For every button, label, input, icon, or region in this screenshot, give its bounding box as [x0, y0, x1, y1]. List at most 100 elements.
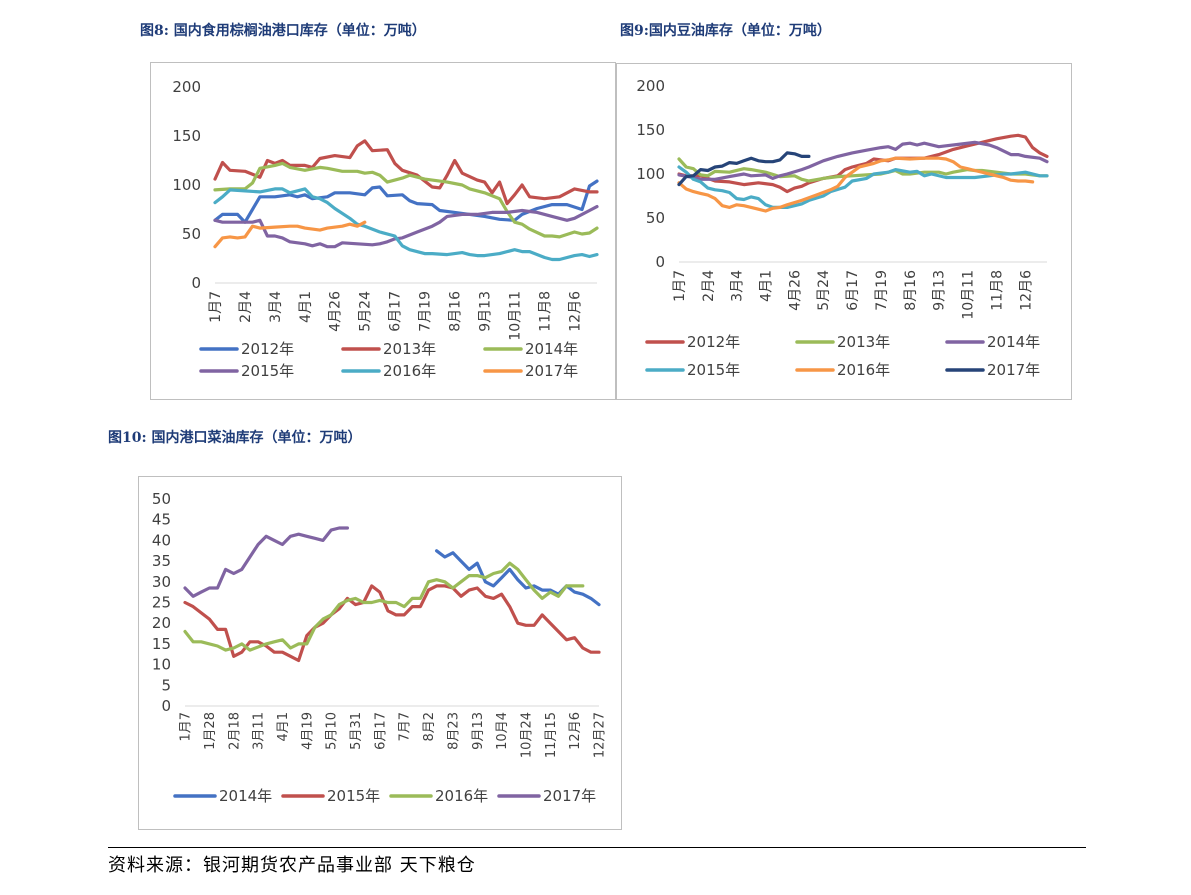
series-line-2016年 — [213, 187, 599, 262]
rapeseed-oil-chart: 0 5 10 15 20 25 30 35 40 45 50 1月7 1月28 2月18 3月11 4月1 4月… — [152, 490, 608, 805]
x-tick-label: 5月31 — [349, 712, 364, 750]
x-tick-label: 5月10 — [325, 712, 340, 750]
x-tick-label: 1月7 — [672, 270, 688, 302]
y-tick-label: 5 — [161, 676, 171, 694]
y-tick-label: 45 — [152, 511, 171, 529]
series-line-2017年 — [677, 151, 811, 187]
x-tick-label: 7月19 — [874, 270, 890, 311]
palm-oil-chart: 0 50 100 150 200 1月7 2月4 3月4 4月1 4月26 5月24 6月17 7月19… — [172, 78, 599, 380]
x-tick-label: 6月17 — [845, 270, 861, 311]
y-tick-label: 0 — [191, 274, 201, 292]
x-tick-label: 3月4 — [730, 270, 746, 302]
x-tick-label: 12月6 — [567, 291, 583, 332]
y-tick-label: 200 — [636, 77, 665, 95]
series-line-2016年 — [677, 156, 1035, 213]
palm-oil-chart-panel: 0 50 100 150 200 1月7 2月4 3月4 4月1 4月26 5月24 6月17 7月19… — [150, 62, 616, 400]
x-tick-label: 10月24 — [519, 712, 534, 758]
x-tick-label: 3月11 — [252, 712, 267, 750]
x-tick-label: 4月26 — [328, 291, 344, 332]
series-line-2015年 — [183, 584, 601, 663]
x-tick-label: 2月4 — [701, 270, 717, 302]
y-tick-label: 150 — [172, 127, 201, 145]
x-tick-label: 1月28 — [203, 712, 218, 750]
legend-label: 2014年 — [987, 333, 1040, 351]
y-tick-label: 50 — [182, 225, 201, 243]
x-tick-label: 2月4 — [238, 291, 254, 323]
legend-label: 2013年 — [383, 340, 436, 358]
series-line-2014年 — [677, 140, 1049, 181]
figure-10-title: 图10: 国内港口菜油库存（单位：万吨） — [108, 430, 362, 446]
y-tick-label: 150 — [636, 121, 665, 139]
x-tick-label: 1月7 — [179, 712, 194, 742]
x-tick-label: 6月17 — [388, 291, 404, 332]
x-tick-label: 9月13 — [478, 291, 494, 332]
x-tick-label: 4月26 — [787, 270, 803, 311]
source-note: 资料来源：银河期货农产品事业部 天下粮仓 — [108, 855, 476, 876]
x-tick-label: 9月13 — [471, 712, 486, 750]
x-tick-label: 11月8 — [989, 270, 1005, 311]
legend-label: 2016年 — [837, 361, 890, 379]
legend-label: 2016年 — [383, 362, 436, 380]
x-tick-label: 2月18 — [227, 712, 242, 750]
x-tick-label: 11月8 — [537, 291, 553, 332]
y-tick-label: 0 — [655, 253, 665, 271]
x-tick-label: 11月15 — [544, 712, 559, 758]
x-tick-label: 7月7 — [398, 712, 413, 742]
y-tick-label: 25 — [152, 594, 171, 612]
x-tick-label: 8月16 — [448, 291, 464, 332]
y-tick-label: 0 — [161, 697, 171, 715]
series-line-2015年 — [213, 205, 599, 249]
y-tick-label: 100 — [172, 176, 201, 194]
x-tick-label: 9月13 — [932, 270, 948, 311]
legend-label: 2017年 — [987, 361, 1040, 379]
x-tick-label: 8月16 — [903, 270, 919, 311]
legend-label: 2012年 — [687, 333, 740, 351]
x-tick-label: 4月1 — [758, 270, 774, 302]
legend-label: 2016年 — [435, 787, 488, 805]
legend-label: 2014年 — [525, 340, 578, 358]
y-tick-label: 40 — [152, 531, 171, 549]
figure-9-title: 图9:国内豆油库存（单位：万吨） — [620, 23, 831, 39]
soybean-oil-chart-panel: 0 50 100 150 200 1月7 2月4 3月4 4月1 4月26 5月24 6月17 7月19… — [616, 63, 1072, 400]
x-tick-label: 3月4 — [268, 291, 284, 323]
soybean-oil-chart: 0 50 100 150 200 1月7 2月4 3月4 4月1 4月26 5月24 6月17 7月19… — [636, 77, 1049, 379]
y-tick-label: 50 — [646, 209, 665, 227]
series-line-2014年 — [213, 161, 599, 239]
y-tick-label: 10 — [152, 656, 171, 674]
series-line-2012年 — [213, 179, 599, 224]
legend-label: 2015年 — [327, 787, 380, 805]
x-tick-label: 5月24 — [816, 270, 832, 311]
rapeseed-oil-chart-panel: 0 5 10 15 20 25 30 35 40 45 50 1月7 1月28 2月18 3月11 4月1 4月… — [138, 476, 622, 830]
x-tick-label: 4月19 — [300, 712, 315, 750]
series-line-2016年 — [183, 561, 585, 652]
y-tick-label: 30 — [152, 573, 171, 591]
x-tick-label: 5月24 — [358, 291, 374, 332]
series-line-2015年 — [677, 165, 1049, 209]
y-tick-label: 20 — [152, 614, 171, 632]
y-tick-label: 100 — [636, 165, 665, 183]
series-line-2012年 — [677, 133, 1049, 194]
x-tick-label: 4月1 — [298, 291, 314, 323]
series-line-2014年 — [435, 549, 601, 607]
series-line-2017年 — [183, 526, 349, 598]
legend-label: 2015年 — [241, 362, 294, 380]
x-tick-label: 8月2 — [422, 712, 437, 742]
source-divider — [108, 847, 1086, 848]
legend-label: 2014年 — [219, 787, 272, 805]
series-line-2013年 — [213, 139, 599, 206]
x-tick-label: 10月4 — [495, 712, 510, 750]
legend-label: 2013年 — [837, 333, 890, 351]
y-tick-label: 35 — [152, 552, 171, 570]
y-tick-label: 15 — [152, 635, 171, 653]
y-tick-label: 200 — [172, 78, 201, 96]
x-tick-label: 12月27 — [593, 712, 608, 758]
x-tick-label: 7月19 — [418, 291, 434, 332]
x-tick-label: 1月7 — [208, 291, 224, 323]
x-tick-label: 8月23 — [446, 712, 461, 750]
legend-label: 2012年 — [241, 340, 294, 358]
x-tick-label: 10月11 — [508, 291, 524, 341]
legend-label: 2017年 — [525, 362, 578, 380]
legend-label: 2017年 — [543, 787, 596, 805]
x-tick-label: 12月6 — [568, 712, 583, 750]
legend-label: 2015年 — [687, 361, 740, 379]
